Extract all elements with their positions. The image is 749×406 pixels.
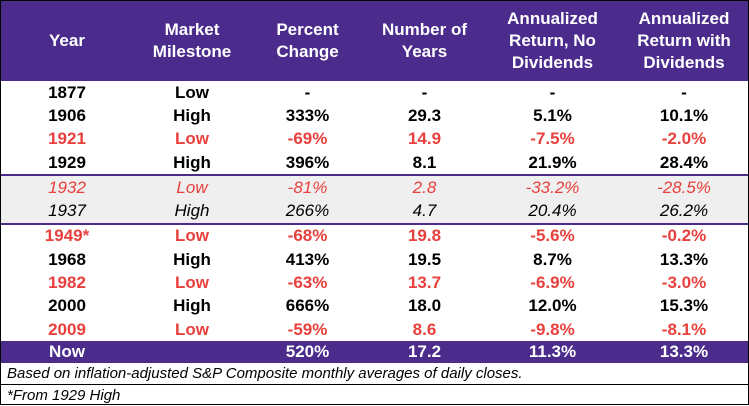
cell-return-no-div: 21.9% bbox=[528, 152, 577, 172]
cell-percent: 396% bbox=[285, 152, 330, 172]
cell-years: 19.5 bbox=[407, 249, 442, 269]
header-return-no-dividends: Annualized Return, No Dividends bbox=[485, 1, 620, 81]
cell-percent: 666% bbox=[285, 296, 330, 316]
table-row: 1932 Low -81% 2.8 -33.2% -28.5% bbox=[1, 174, 748, 200]
cell-percent: -81% bbox=[251, 174, 364, 200]
cell-return-no-div: - bbox=[549, 82, 556, 102]
table-row: 2000 High 666% 18.0 12.0% 15.3% bbox=[1, 295, 748, 318]
cell-milestone: High bbox=[173, 296, 211, 316]
cell-return-no-div: 20.4% bbox=[485, 199, 620, 225]
cell-percent: -59% bbox=[287, 319, 328, 339]
cell-return-with-div: -3.0% bbox=[661, 273, 707, 293]
table-row: 2009 Low -59% 8.6 -9.8% -8.1% bbox=[1, 318, 748, 341]
cell-year: 1877 bbox=[48, 82, 86, 102]
cell-percent: 266% bbox=[251, 199, 364, 225]
table-row: 1968 High 413% 19.5 8.7% 13.3% bbox=[1, 248, 748, 271]
cell-years: 19.8 bbox=[407, 226, 442, 246]
cell-year: 2000 bbox=[48, 296, 86, 316]
cell-return-no-div: 12.0% bbox=[528, 296, 577, 316]
cell-years: - bbox=[421, 82, 428, 102]
cell-milestone: High bbox=[173, 249, 211, 269]
cell-return-no-div: 5.1% bbox=[533, 105, 572, 125]
cell-years: 8.1 bbox=[412, 152, 437, 172]
cell-return-with-div: 28.4% bbox=[659, 152, 709, 172]
cell-year: 1982 bbox=[48, 273, 86, 293]
cell-percent: -68% bbox=[287, 226, 328, 246]
cell-return-with-div: 15.3% bbox=[659, 296, 709, 316]
cell-year: 1937 bbox=[1, 199, 133, 225]
summary-return-no-div: 11.3% bbox=[485, 341, 620, 364]
footnote-asterisk: *From 1929 High bbox=[7, 387, 121, 405]
cell-years: 13.7 bbox=[407, 273, 442, 293]
cell-return-with-div: -28.5% bbox=[620, 174, 748, 200]
header-return-with-dividends: Annualized Return with Dividends bbox=[620, 1, 748, 81]
header-row: Year Market Milestone Percent Change Numbe… bbox=[1, 1, 748, 81]
cell-years: 14.9 bbox=[407, 129, 442, 149]
summary-row: Now 520% 17.2 11.3% 13.3% bbox=[1, 341, 748, 364]
cell-percent: - bbox=[304, 82, 311, 102]
summary-return-with-div: 13.3% bbox=[620, 341, 748, 364]
cell-milestone: High bbox=[173, 152, 211, 172]
cell-years: 8.6 bbox=[412, 319, 437, 339]
cell-year: 1929 bbox=[48, 152, 86, 172]
cell-milestone: Low bbox=[175, 82, 209, 102]
cell-milestone: Low bbox=[175, 129, 209, 149]
cell-return-no-div: -5.6% bbox=[530, 226, 575, 246]
cell-return-no-div: -6.9% bbox=[530, 273, 575, 293]
cell-percent: -63% bbox=[287, 273, 328, 293]
table-row: 1906 High 333% 29.3 5.1% 10.1% bbox=[1, 104, 748, 127]
cell-percent: 413% bbox=[285, 249, 330, 269]
table-row: 1982 Low -63% 13.7 -6.9% -3.0% bbox=[1, 271, 748, 294]
table-row: 1877 Low - - - - bbox=[1, 81, 748, 104]
cell-return-no-div: -7.5% bbox=[530, 129, 575, 149]
header-number-of-years: Number of Years bbox=[364, 1, 485, 81]
cell-years: 2.8 bbox=[364, 174, 485, 200]
cell-year: 1968 bbox=[48, 249, 86, 269]
cell-return-with-div: 10.1% bbox=[659, 105, 709, 125]
cell-year: 1949* bbox=[44, 226, 90, 246]
cell-return-no-div: -33.2% bbox=[485, 174, 620, 200]
header-percent-change: Percent Change bbox=[251, 1, 364, 81]
cell-years: 29.3 bbox=[407, 105, 442, 125]
cell-return-no-div: 8.7% bbox=[533, 249, 572, 269]
summary-percent: 520% bbox=[251, 341, 364, 364]
cell-return-with-div: - bbox=[681, 82, 687, 102]
cell-milestone: Low bbox=[175, 226, 209, 246]
cell-milestone: High bbox=[173, 105, 211, 125]
cell-year: 2009 bbox=[48, 319, 86, 339]
cell-percent: 333% bbox=[285, 105, 330, 125]
summary-milestone bbox=[133, 341, 251, 364]
summary-year: Now bbox=[1, 341, 133, 364]
cell-return-with-div: -2.0% bbox=[661, 129, 707, 149]
table-row: 1937 High 266% 4.7 20.4% 26.2% bbox=[1, 199, 748, 225]
cell-percent: -69% bbox=[287, 129, 328, 149]
header-year: Year bbox=[1, 1, 133, 81]
cell-milestone: High bbox=[133, 199, 251, 225]
table-row: 1949* Low -68% 19.8 -5.6% -0.2% bbox=[1, 224, 748, 248]
header-milestone: Market Milestone bbox=[133, 1, 251, 81]
cell-return-with-div: 13.3% bbox=[659, 249, 709, 269]
cell-years: 4.7 bbox=[364, 199, 485, 225]
summary-years: 17.2 bbox=[364, 341, 485, 364]
cell-return-with-div: -0.2% bbox=[661, 226, 707, 246]
cell-year: 1921 bbox=[48, 129, 86, 149]
table-row: 1929 High 396% 8.1 21.9% 28.4% bbox=[1, 151, 748, 175]
table-row: 1921 Low -69% 14.9 -7.5% -2.0% bbox=[1, 128, 748, 151]
cell-return-no-div: -9.8% bbox=[530, 319, 575, 339]
cell-return-with-div: 26.2% bbox=[620, 199, 748, 225]
cell-return-with-div: -8.1% bbox=[661, 319, 707, 339]
cell-milestone: Low bbox=[175, 319, 209, 339]
cell-year: 1932 bbox=[1, 174, 133, 200]
cell-years: 18.0 bbox=[407, 296, 442, 316]
market-milestones-table: Year Market Milestone Percent Change Numbe… bbox=[1, 1, 748, 364]
cell-milestone: Low bbox=[175, 273, 209, 293]
footnote-source: Based on inflation-adjusted S&P Composit… bbox=[1, 363, 748, 386]
cell-year: 1906 bbox=[48, 105, 86, 125]
cell-milestone: Low bbox=[133, 174, 251, 200]
